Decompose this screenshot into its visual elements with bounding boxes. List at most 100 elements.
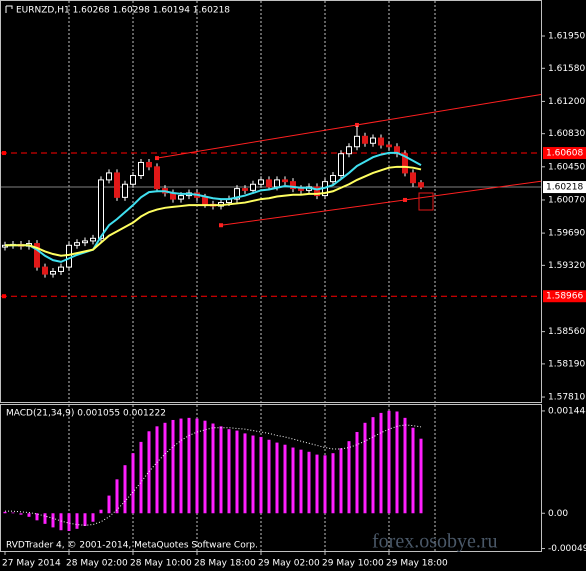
main-panel-border	[0, 0, 542, 403]
macd-panel-border	[0, 404, 542, 552]
macd-bar	[235, 430, 239, 514]
y-tick-label: 1.61200	[548, 97, 585, 107]
moving-average	[5, 165, 422, 257]
candle-body	[122, 183, 128, 198]
x-tick-label: 27 May 2014	[2, 559, 61, 569]
macd-title: MACD(21,34,9) 0.001055 0.001222	[6, 409, 166, 419]
candle-body	[266, 179, 272, 188]
candle-body	[106, 172, 112, 181]
y-tick-label: 1.59320	[548, 261, 585, 271]
candle-body	[362, 135, 368, 144]
level-anchor	[2, 294, 6, 299]
y-tick-label: 1.60070	[548, 195, 585, 205]
level-label: 1.60608	[546, 149, 583, 159]
trendline-anchor	[403, 197, 407, 202]
candle-body	[42, 266, 48, 275]
macd-bar	[331, 453, 335, 514]
macd-bar	[299, 449, 303, 514]
candle-body	[34, 243, 40, 268]
macd-bar	[403, 417, 407, 514]
candle-body	[386, 144, 392, 148]
current-price-bg	[543, 181, 586, 194]
macd-bar	[147, 431, 151, 514]
macd-bar	[379, 412, 383, 514]
candle-body	[58, 266, 64, 272]
candle-body	[338, 153, 344, 177]
macd-bar	[179, 418, 183, 514]
macd-bar	[251, 435, 255, 514]
candle-body	[138, 161, 144, 177]
macd-bar	[51, 513, 55, 528]
macd-bar	[275, 442, 279, 514]
macd-bar	[363, 422, 367, 514]
level-label-bg	[543, 147, 586, 160]
macd-bar	[315, 454, 319, 514]
macd-bar	[307, 451, 311, 514]
y-tick-label: 1.58560	[548, 327, 585, 337]
x-tick-label: 28 May 18:00	[194, 559, 256, 569]
candle-body	[50, 270, 56, 275]
candle-body	[234, 188, 240, 200]
candle-body	[82, 240, 88, 244]
macd-bar	[339, 448, 343, 514]
candle-body	[98, 179, 104, 239]
macd-bar	[83, 513, 87, 526]
macd-bar	[91, 513, 95, 522]
macd-bar	[291, 447, 295, 514]
candle-body	[370, 137, 376, 144]
footer: RVDTrader 4, © 2001-2014, MetaQuotes Sof…	[6, 541, 258, 551]
y-tick-label: 1.58190	[548, 359, 585, 369]
trendline	[220, 180, 542, 226]
candle-body	[314, 186, 320, 197]
candle-body	[402, 153, 408, 174]
candle-body	[66, 244, 72, 268]
macd-bar	[355, 431, 359, 514]
macd-bar	[211, 423, 215, 514]
macd-bar	[387, 410, 391, 514]
macd-bar	[323, 455, 327, 514]
candle-body	[410, 172, 416, 184]
trendline-anchor	[355, 122, 359, 127]
candle-body	[418, 182, 424, 188]
candle-body	[154, 166, 160, 190]
candle-body	[178, 195, 184, 200]
y-tick-label: 1.61950	[548, 32, 585, 42]
candle-body	[354, 135, 360, 148]
y-tick-label: 1.59690	[548, 229, 585, 239]
candle-body	[378, 137, 384, 146]
macd-bar	[35, 513, 39, 521]
macd-bar	[163, 422, 167, 514]
y-tick-label: 1.61580	[548, 64, 585, 74]
candle-body	[90, 237, 96, 242]
candle-body	[202, 196, 208, 205]
candle-body	[114, 172, 120, 198]
macd-bar	[283, 444, 287, 514]
candle-body	[274, 179, 280, 188]
trendline	[156, 93, 542, 159]
macd-bar	[347, 441, 351, 514]
candle-body	[258, 179, 264, 185]
macd-bar	[267, 439, 271, 514]
macd-bar	[171, 419, 175, 514]
x-tick-label: 28 May 10:00	[130, 559, 192, 569]
macd-bar	[123, 465, 127, 514]
watermark: forex.osobye.ru	[372, 531, 498, 553]
macd-bar	[75, 513, 79, 529]
macd-bar	[59, 513, 63, 531]
y-tick-label: -0.000499	[548, 544, 586, 554]
candle-body	[250, 183, 256, 191]
macd-bar	[43, 513, 47, 524]
chart-title: EURNZD,H1 1.60268 1.60298 1.60194 1.6021…	[16, 6, 230, 16]
macd-bar	[67, 513, 71, 531]
macd-bar	[195, 418, 199, 514]
y-tick-label: 1.60830	[548, 129, 585, 139]
level-label-bg	[543, 290, 586, 303]
x-tick-label: 29 May 02:00	[258, 559, 320, 569]
macd-bar	[19, 513, 23, 515]
macd-bar	[99, 509, 103, 514]
macd-bar	[419, 438, 423, 514]
y-tick-label: 1.57810	[548, 393, 585, 403]
trendline-anchor	[155, 156, 159, 161]
